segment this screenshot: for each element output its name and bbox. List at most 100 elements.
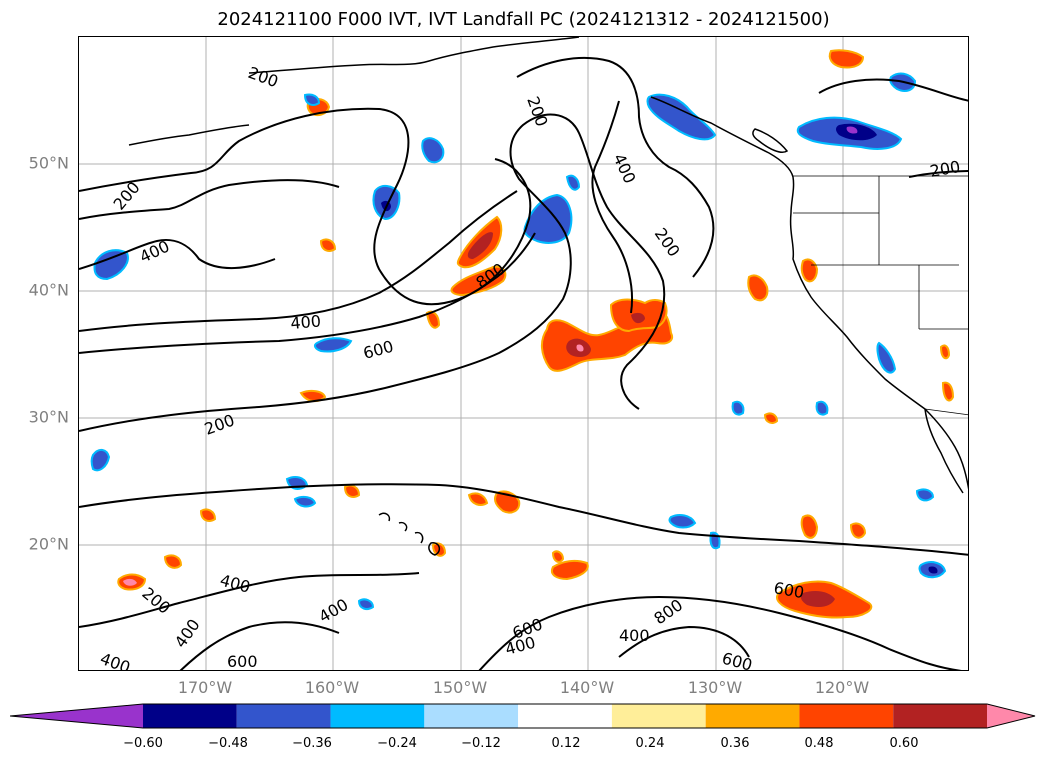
vancouver-island bbox=[752, 128, 789, 153]
contour-label: 200 bbox=[928, 157, 961, 181]
colorbar-tick-label: 0.12 bbox=[551, 736, 581, 751]
positive-patch bbox=[800, 514, 819, 539]
positive-patch bbox=[576, 344, 584, 352]
colorbar-segment bbox=[705, 704, 800, 728]
ivt-contour bbox=[79, 483, 968, 556]
positive-patch bbox=[551, 550, 565, 563]
ivt-contour bbox=[618, 625, 750, 658]
hawaii-islands bbox=[378, 512, 441, 556]
lon-label: 150°W bbox=[432, 678, 488, 697]
positive-patch bbox=[849, 522, 867, 539]
negative-patch bbox=[357, 598, 375, 610]
colorbar-tick-label: −0.60 bbox=[123, 736, 163, 751]
negative-patch bbox=[303, 93, 321, 106]
state-boundaries bbox=[793, 175, 968, 416]
colorbar bbox=[10, 703, 1036, 729]
ivt-contour bbox=[516, 56, 715, 278]
positive-patch bbox=[631, 312, 645, 324]
map-title: 2024121100 F000 IVT, IVT Landfall PC (20… bbox=[217, 9, 830, 30]
ivt-contour bbox=[79, 572, 420, 628]
negative-patch bbox=[646, 93, 717, 141]
contour-label: 200 bbox=[651, 224, 684, 260]
colorbar-segment bbox=[330, 704, 425, 728]
colorbar-segment bbox=[10, 704, 143, 728]
negative-patch bbox=[876, 341, 897, 374]
positive-patch bbox=[199, 508, 217, 522]
positive-patch bbox=[467, 232, 493, 259]
negative-patch bbox=[731, 400, 745, 416]
lon-label: 160°W bbox=[304, 678, 360, 697]
colorbar-tick-label: −0.48 bbox=[208, 736, 248, 751]
contour-labels: 200 200 200 200 200 200 200 400 400 400 … bbox=[98, 63, 962, 671]
contour-label: 200 bbox=[523, 94, 551, 129]
ivt-contour bbox=[818, 78, 968, 102]
positive-patch bbox=[343, 484, 361, 498]
ivt-contour bbox=[478, 595, 962, 670]
us-mexico-border bbox=[924, 408, 968, 416]
contour-label: 600 bbox=[227, 652, 258, 671]
contour-label: 200 bbox=[202, 410, 237, 438]
lon-label: 170°W bbox=[177, 678, 233, 697]
contour-label: 600 bbox=[510, 614, 545, 642]
contour-label: 400 bbox=[171, 615, 204, 651]
negative-patch bbox=[293, 495, 317, 508]
negative-patch bbox=[915, 488, 935, 502]
positive-patch bbox=[763, 412, 779, 424]
colorbar-tick-label: 0.60 bbox=[889, 736, 919, 751]
lon-label: 140°W bbox=[559, 678, 615, 697]
positive-patch bbox=[828, 49, 865, 69]
lon-label: 130°W bbox=[687, 678, 743, 697]
colorbar-segment bbox=[611, 704, 706, 728]
colorbar-segment bbox=[236, 704, 331, 728]
positive-patch bbox=[800, 591, 835, 607]
positive-patch bbox=[747, 274, 769, 302]
ivt-contours bbox=[79, 56, 968, 670]
colorbar-tick-label: −0.24 bbox=[377, 736, 417, 751]
ivt-contour bbox=[79, 113, 666, 432]
positive-patch bbox=[123, 578, 137, 586]
colorbar-segment bbox=[893, 704, 987, 728]
alaska-coast bbox=[248, 37, 580, 74]
colorbar-outline bbox=[10, 703, 1036, 729]
colorbar-tick-label: 0.36 bbox=[720, 736, 750, 751]
positive-patch bbox=[551, 559, 589, 581]
contour-label: 400 bbox=[137, 236, 173, 266]
lat-label: 30°N bbox=[28, 407, 69, 427]
negative-patch bbox=[668, 514, 697, 529]
map-panel: 200 200 200 200 200 200 200 400 400 400 … bbox=[78, 36, 969, 671]
map-canvas: 200 200 200 200 200 200 200 400 400 400 … bbox=[79, 37, 968, 671]
contour-label: 400 bbox=[619, 626, 650, 645]
colorbar-tick-label: −0.36 bbox=[292, 736, 332, 751]
contour-label: 600 bbox=[720, 649, 754, 671]
ivt-contour bbox=[79, 239, 276, 270]
coastlines bbox=[128, 37, 968, 556]
negative-patch bbox=[313, 337, 353, 353]
positive-patch bbox=[467, 492, 489, 506]
positive-patch bbox=[939, 344, 951, 360]
negative-patch bbox=[846, 126, 858, 134]
contour-label: 400 bbox=[609, 151, 639, 187]
north-america-coast bbox=[650, 96, 968, 490]
ivt-contour bbox=[179, 621, 340, 670]
contour-label: 200 bbox=[246, 63, 281, 91]
colorbar-segment bbox=[987, 704, 1035, 728]
baja-coast bbox=[924, 408, 964, 494]
ivt-contour bbox=[79, 179, 340, 220]
negative-patch bbox=[523, 193, 573, 244]
contour-label: 400 bbox=[290, 311, 322, 333]
ivt-contour bbox=[908, 170, 968, 178]
negative-patch bbox=[815, 400, 829, 416]
lat-label: 20°N bbox=[28, 534, 69, 554]
positive-patch bbox=[941, 381, 955, 402]
lon-label: 120°W bbox=[814, 678, 870, 697]
negative-patch bbox=[93, 249, 129, 281]
positive-patch bbox=[319, 238, 337, 252]
contour-label: 800 bbox=[650, 595, 686, 628]
negative-patch bbox=[565, 174, 581, 191]
pc-fill-patches bbox=[90, 49, 955, 619]
contour-label: 400 bbox=[98, 649, 133, 671]
colorbar-tick-label: −0.12 bbox=[461, 736, 501, 751]
positive-patch bbox=[163, 554, 183, 569]
lat-label: 40°N bbox=[28, 280, 69, 300]
ivt-contour bbox=[591, 100, 634, 314]
